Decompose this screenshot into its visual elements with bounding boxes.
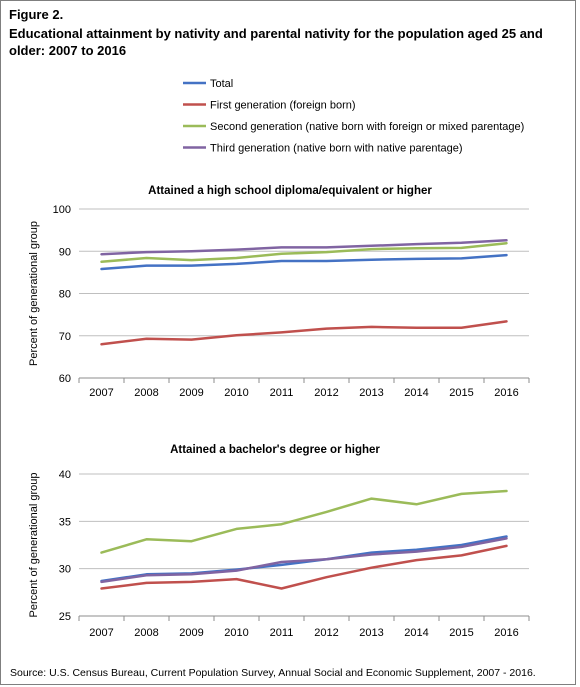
- x-tick-label: 2016: [494, 387, 518, 399]
- chart-panel-2: Attained a bachelor's degree or higher 25…: [28, 444, 530, 639]
- figure-title: Educational attainment by nativity and p…: [9, 26, 543, 58]
- figure-label: Figure 2.: [9, 7, 64, 22]
- y-tick-label: 80: [59, 289, 71, 301]
- x-tick-label: 2014: [404, 387, 428, 399]
- x-tick-label: 2015: [449, 627, 473, 639]
- x-tick-label: 2011: [270, 387, 294, 399]
- x-tick-label: 2012: [314, 627, 338, 639]
- y-tick-label: 90: [59, 246, 71, 258]
- x-tick-label: 2010: [224, 627, 248, 639]
- y-tick-label: 35: [59, 516, 71, 528]
- x-tick-label: 2008: [134, 387, 158, 399]
- x-tick-label: 2013: [359, 627, 383, 639]
- chart-panel-1: Attained a high school diploma/equivalen…: [28, 185, 530, 399]
- y-axis-label: Percent of generational group: [28, 473, 40, 618]
- x-tick-label: 2009: [179, 627, 203, 639]
- legend-label-1: Total: [210, 78, 233, 90]
- series-line-3: [100, 489, 508, 554]
- legend-label-2: First generation (foreign born): [210, 100, 356, 112]
- series-line-4: [100, 239, 508, 256]
- y-tick-label: 70: [59, 331, 71, 343]
- x-tick-label: 2008: [134, 627, 158, 639]
- y-tick-label: 100: [53, 204, 71, 216]
- y-tick-label: 30: [59, 564, 71, 576]
- x-tick-label: 2016: [494, 627, 518, 639]
- x-tick-label: 2014: [404, 627, 428, 639]
- series-line-1: [100, 253, 508, 271]
- x-tick-label: 2011: [270, 627, 294, 639]
- y-tick-label: 25: [59, 611, 71, 623]
- legend-label-3: Second generation (native born with fore…: [210, 121, 524, 133]
- x-tick-label: 2013: [359, 387, 383, 399]
- series-line-4: [100, 537, 508, 584]
- y-tick-label: 60: [59, 373, 71, 385]
- chart-title: Attained a bachelor's degree or higher: [170, 444, 380, 456]
- x-tick-label: 2007: [89, 387, 113, 399]
- x-tick-label: 2009: [179, 387, 203, 399]
- series-line-2: [100, 544, 508, 590]
- x-tick-label: 2010: [224, 387, 248, 399]
- x-tick-label: 2007: [89, 627, 113, 639]
- x-tick-label: 2015: [449, 387, 473, 399]
- y-axis-label: Percent of generational group: [28, 221, 40, 366]
- legend-label-4: Third generation (native born with nativ…: [210, 143, 463, 155]
- series-line-2: [100, 320, 508, 346]
- series-line-3: [100, 241, 508, 264]
- source-note: Source: U.S. Census Bureau, Current Popu…: [10, 667, 536, 679]
- x-tick-label: 2012: [314, 387, 338, 399]
- chart-title: Attained a high school diploma/equivalen…: [148, 185, 432, 197]
- y-tick-label: 40: [59, 469, 71, 481]
